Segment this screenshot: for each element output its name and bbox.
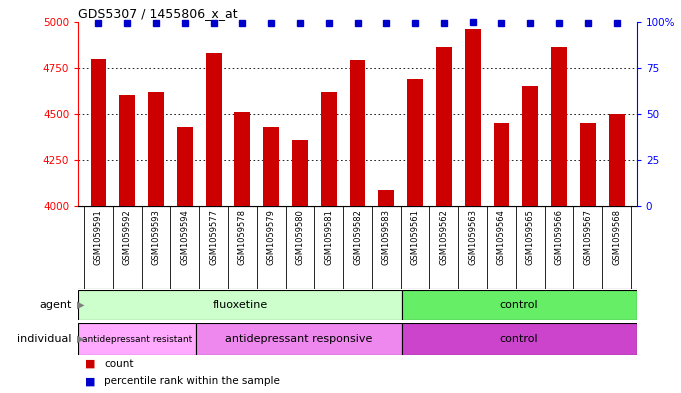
Bar <box>321 92 336 206</box>
Text: GSM1059567: GSM1059567 <box>584 209 592 265</box>
Text: individual: individual <box>17 334 72 344</box>
Bar <box>119 95 135 206</box>
Text: GSM1059566: GSM1059566 <box>554 209 563 265</box>
Bar <box>78 323 196 355</box>
Text: control: control <box>500 334 539 344</box>
Bar <box>522 86 538 206</box>
Text: GSM1059562: GSM1059562 <box>439 209 448 264</box>
Text: GSM1059568: GSM1059568 <box>612 209 621 265</box>
Text: GSM1059594: GSM1059594 <box>180 209 189 264</box>
Text: GSM1059592: GSM1059592 <box>123 209 131 264</box>
Bar <box>494 123 509 206</box>
Bar <box>78 290 402 320</box>
Text: GSM1059593: GSM1059593 <box>152 209 161 264</box>
Text: GSM1059563: GSM1059563 <box>468 209 477 265</box>
Text: antidepressant resistant: antidepressant resistant <box>82 335 192 343</box>
Text: GSM1059580: GSM1059580 <box>296 209 304 264</box>
Text: GSM1059577: GSM1059577 <box>209 209 218 265</box>
Bar <box>91 59 106 206</box>
Bar <box>580 123 596 206</box>
Text: count: count <box>104 359 133 369</box>
Bar <box>407 79 423 206</box>
Bar <box>177 127 193 206</box>
Text: GSM1059582: GSM1059582 <box>353 209 362 264</box>
Bar <box>464 29 481 206</box>
Bar <box>234 112 251 206</box>
Bar <box>349 61 366 206</box>
Text: ■: ■ <box>85 376 95 386</box>
Text: GSM1059581: GSM1059581 <box>324 209 333 264</box>
Bar <box>148 92 164 206</box>
Bar <box>206 53 221 206</box>
Bar <box>402 323 637 355</box>
Text: percentile rank within the sample: percentile rank within the sample <box>104 376 280 386</box>
Bar <box>551 48 567 206</box>
Bar <box>264 127 279 206</box>
Text: fluoxetine: fluoxetine <box>212 300 268 310</box>
Text: GSM1059583: GSM1059583 <box>382 209 391 265</box>
Text: GSM1059565: GSM1059565 <box>526 209 535 264</box>
Text: ▶: ▶ <box>77 300 84 310</box>
Text: GSM1059578: GSM1059578 <box>238 209 247 265</box>
Bar <box>379 190 394 206</box>
Text: GSM1059564: GSM1059564 <box>497 209 506 264</box>
Bar <box>196 323 402 355</box>
Text: control: control <box>500 300 539 310</box>
Text: agent: agent <box>39 300 72 310</box>
Bar <box>436 48 452 206</box>
Text: GDS5307 / 1455806_x_at: GDS5307 / 1455806_x_at <box>78 7 238 20</box>
Text: GSM1059579: GSM1059579 <box>267 209 276 264</box>
Text: antidepressant responsive: antidepressant responsive <box>225 334 373 344</box>
Text: ■: ■ <box>85 359 95 369</box>
Bar <box>292 140 308 206</box>
Text: GSM1059561: GSM1059561 <box>411 209 419 264</box>
Text: ▶: ▶ <box>77 334 84 344</box>
Bar <box>402 290 637 320</box>
Text: GSM1059591: GSM1059591 <box>94 209 103 264</box>
Bar <box>609 114 624 206</box>
